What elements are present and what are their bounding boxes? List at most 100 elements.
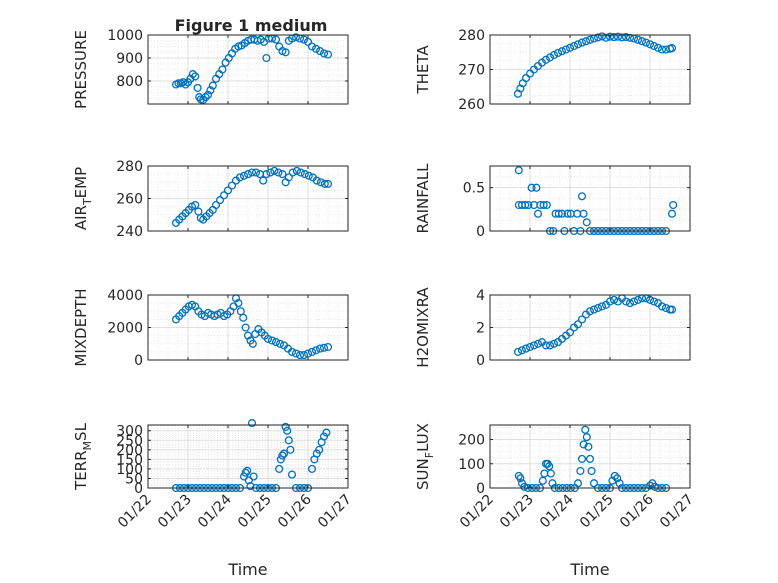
- data-point: [610, 471, 619, 480]
- data-point: [541, 55, 551, 64]
- data-point: [637, 37, 647, 46]
- data-point: [244, 476, 253, 485]
- data-point: [576, 466, 585, 476]
- data-point: [320, 179, 329, 188]
- data-point: [251, 168, 261, 177]
- data-point: [186, 74, 195, 83]
- y-tick-label: 0: [476, 353, 485, 369]
- y-axis-label: SUNFLUX: [414, 423, 436, 490]
- y-tick-label: 100: [458, 457, 485, 473]
- data-point: [587, 466, 596, 476]
- data-point: [557, 209, 567, 218]
- data-point: [206, 86, 215, 95]
- data-point: [667, 305, 677, 314]
- data-point: [275, 339, 285, 348]
- data-point: [633, 295, 643, 304]
- data-point: [312, 176, 321, 185]
- subplot-pressure: 800 900 1000 PRESSURE: [72, 28, 349, 109]
- data-point: [284, 173, 293, 182]
- data-point: [573, 40, 583, 49]
- data-point: [288, 168, 297, 177]
- data-point: [521, 344, 531, 353]
- data-point: [573, 479, 583, 488]
- y-tick-label: 0: [476, 481, 485, 497]
- subplot-air-temp: 240 260 280 AIRTEMP: [72, 159, 349, 240]
- y-tick-label: 0.5: [463, 181, 485, 197]
- data-point: [525, 69, 535, 78]
- data-point: [593, 303, 603, 313]
- data-point: [533, 209, 543, 218]
- y-axis-label: TERRMSL: [72, 422, 94, 491]
- subplot-h2omixra: 0 2 4 H2OMIXRA: [414, 287, 691, 369]
- data-point: [191, 200, 200, 210]
- data-point: [554, 209, 563, 218]
- y-tick-label: 240: [116, 224, 143, 240]
- data-point: [241, 468, 250, 477]
- data-point: [653, 43, 663, 52]
- data-point: [529, 341, 539, 350]
- data-point: [227, 181, 237, 190]
- data-point: [323, 179, 333, 188]
- data-point: [291, 33, 301, 42]
- data-point: [585, 307, 595, 316]
- axes-box: [147, 424, 349, 489]
- data-point: [541, 341, 551, 350]
- data-point: [525, 342, 535, 352]
- x-axis-label: Time: [227, 560, 267, 579]
- data-point: [577, 38, 587, 47]
- data-point: [585, 35, 595, 44]
- data-point: [292, 166, 301, 175]
- data-point: [203, 90, 213, 99]
- data-point: [625, 33, 635, 42]
- data-point: [538, 476, 547, 485]
- data-point: [579, 440, 588, 449]
- y-tick-label: 0: [476, 224, 485, 240]
- data-point: [613, 32, 623, 41]
- data-point: [296, 168, 305, 177]
- data-point: [300, 170, 309, 179]
- data-point: [617, 33, 627, 42]
- y-axis-label: AIRTEMP: [72, 167, 94, 230]
- y-tick-label: 280: [458, 28, 485, 44]
- y-tick-label: 900: [116, 51, 143, 67]
- data-point: [589, 305, 599, 314]
- data-point: [605, 32, 615, 41]
- data-point: [307, 464, 317, 473]
- data-point: [577, 454, 587, 463]
- y-axis-label: MIXDEPTH: [72, 288, 90, 366]
- data-point: [307, 42, 317, 51]
- data-point: [283, 426, 292, 435]
- y-tick-label: 0: [134, 481, 143, 497]
- data-point: [581, 425, 590, 434]
- data-point: [281, 48, 290, 57]
- y-tick-label: 1000: [107, 28, 143, 44]
- data-point: [621, 297, 631, 306]
- data-point: [520, 482, 529, 491]
- data-point: [219, 191, 229, 200]
- data-point: [299, 351, 309, 360]
- data-point: [211, 200, 221, 210]
- data-point: [579, 209, 588, 218]
- data-point: [549, 339, 559, 348]
- data-point: [193, 83, 202, 92]
- x-axis-label: Time: [569, 560, 609, 579]
- data-point: [299, 35, 309, 44]
- data-point: [316, 178, 325, 187]
- y-tick-label: 300: [116, 424, 143, 440]
- data-point: [621, 33, 631, 42]
- data-point: [303, 37, 313, 46]
- data-point: [322, 428, 331, 437]
- data-point: [247, 419, 257, 428]
- data-point: [243, 466, 252, 475]
- data-point: [262, 170, 271, 179]
- data-point: [545, 341, 555, 350]
- y-tick-label: 280: [116, 159, 143, 175]
- subplot-rainfall: 0 0.5 RAINFALL: [414, 163, 691, 240]
- y-tick-label: 260: [116, 192, 143, 208]
- data-point: [542, 200, 551, 210]
- data-point: [247, 168, 257, 177]
- data-point: [667, 209, 677, 218]
- data-point: [287, 470, 297, 479]
